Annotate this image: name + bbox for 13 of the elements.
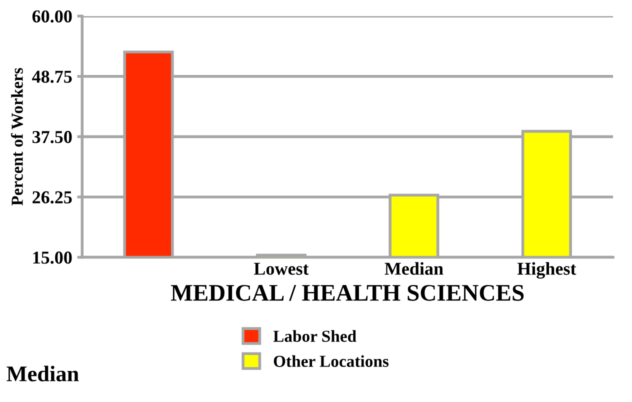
x-tick-label: Median <box>384 262 444 275</box>
y-tick-label: 15.00 <box>33 252 72 264</box>
x-tick-label: Highest <box>517 262 576 279</box>
x-axis-title: MEDICAL / HEALTH SCIENCES <box>170 284 524 301</box>
legend-label: Labor Shed <box>273 330 356 342</box>
text: Median <box>6 366 79 382</box>
x-tick-label: Lowest <box>254 262 309 275</box>
y-tick-label: 37.50 <box>32 130 72 144</box>
y-tick-label: 48.75 <box>32 70 72 83</box>
y-axis-title: Percent of Workers <box>10 68 23 206</box>
y-tick-label: 60.00 <box>32 10 72 23</box>
legend-label: Other Locations <box>274 355 389 367</box>
y-tick-label: 26.25 <box>32 191 72 204</box>
